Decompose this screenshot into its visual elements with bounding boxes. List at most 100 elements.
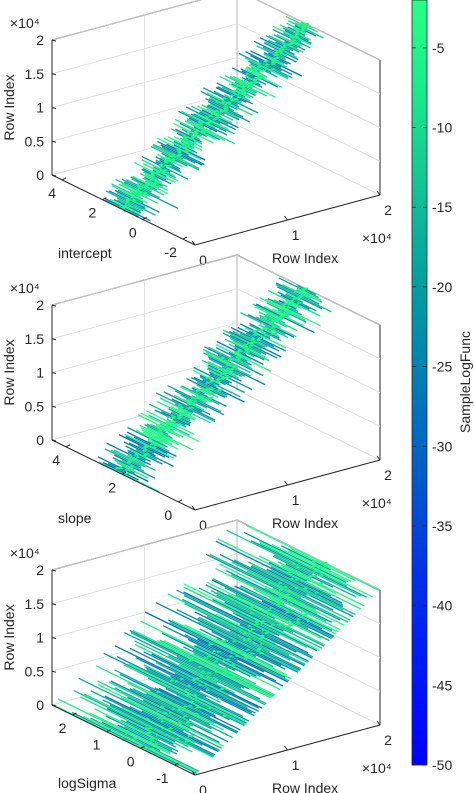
waterfall-line [262, 46, 286, 59]
z-tick-label: 0 [36, 697, 44, 713]
waterfall-line [197, 617, 302, 670]
waterfall-line [155, 602, 299, 673]
z-tick-label: 0.5 [25, 398, 45, 414]
waterfall-line [167, 593, 308, 663]
waterfall-line [245, 524, 380, 592]
waterfall-line [112, 457, 156, 479]
waterfall-line [98, 461, 160, 493]
waterfall-line [71, 711, 197, 774]
waterfall-line [143, 699, 229, 743]
waterfall-line [248, 561, 356, 616]
waterfall-line [110, 680, 190, 721]
waterfall-line [191, 395, 206, 404]
waterfall-peak [209, 392, 216, 396]
waterfall-lines [52, 524, 380, 774]
waterfall-line [276, 34, 301, 47]
waterfall-line [231, 67, 267, 85]
waterfall-line [268, 39, 291, 52]
waterfall-line [57, 698, 171, 755]
waterfall-line [252, 303, 284, 320]
waterfall-line [253, 40, 297, 63]
colorbar-tick-label: -35 [432, 518, 452, 534]
z-tick-label: 2 [36, 562, 44, 578]
waterfall-line [229, 330, 282, 358]
waterfall-line [132, 629, 271, 699]
waterfall-line [204, 346, 264, 377]
waterfall-line [124, 181, 179, 209]
waterfall-line [132, 175, 169, 195]
waterfall-line [186, 118, 205, 128]
waterfall-line [183, 586, 307, 648]
waterfall-line [211, 631, 282, 667]
waterfall-line [240, 585, 333, 632]
waterfall-line [259, 542, 348, 587]
waterfall-line [167, 619, 286, 678]
z-tick-label: 0 [36, 167, 44, 183]
waterfall-line [129, 706, 220, 752]
waterfall-line [97, 683, 225, 747]
waterfall-line [234, 81, 257, 94]
waterfall-line [294, 25, 317, 37]
waterfall-line [193, 126, 220, 141]
waterfall-line [156, 400, 196, 421]
waterfall-peak [321, 561, 328, 565]
waterfall-line [205, 553, 341, 621]
waterfall-line [176, 695, 215, 715]
x-tick-label: 0 [199, 517, 207, 533]
waterfall-line [120, 696, 190, 732]
waterfall-line [250, 50, 303, 77]
waterfall-line [149, 403, 191, 425]
waterfall-line [183, 583, 320, 651]
z-tick-mark [51, 39, 57, 42]
waterfall-line [216, 591, 326, 646]
waterfall-line [159, 397, 211, 424]
waterfall-line [180, 141, 195, 149]
waterfall-line [275, 283, 332, 313]
waterfall-line [94, 708, 159, 741]
z-tick-mark [51, 704, 57, 707]
waterfall-line [249, 322, 280, 339]
waterfall-line [250, 55, 282, 72]
waterfall-line [185, 106, 221, 124]
waterfall-line [188, 117, 218, 133]
x-tick-label: 0 [199, 252, 207, 268]
waterfall-line [208, 346, 253, 370]
waterfall-line [117, 189, 144, 204]
y-tick-label: 2 [108, 479, 116, 495]
waterfall-line [182, 598, 309, 662]
z-tick-mark [51, 372, 57, 374]
z-tick-mark [51, 439, 57, 442]
x-axis-label: Row Index [272, 515, 338, 531]
waterfall-line [266, 313, 286, 324]
waterfall-line [217, 538, 362, 610]
waterfall-line [124, 433, 174, 459]
waterfall-line [230, 326, 280, 352]
waterfall-peak [205, 376, 212, 380]
waterfall-line [90, 717, 200, 772]
waterfall-line [152, 169, 167, 178]
waterfall-line [198, 587, 323, 649]
waterfall-peak [241, 91, 248, 95]
y-axis-line [51, 439, 196, 511]
waterfall-line [192, 649, 236, 672]
waterfall-line [230, 355, 249, 366]
waterfall-line [281, 564, 365, 607]
waterfall-peak [297, 301, 304, 304]
waterfall-line [110, 449, 146, 468]
colorbar-tick-label: -50 [432, 757, 452, 773]
y-tick-label: 4 [52, 452, 60, 468]
colorbar-tick-label: -15 [432, 199, 452, 215]
waterfall-line [208, 98, 235, 112]
waterfall-line [158, 687, 217, 717]
waterfall-line [278, 299, 297, 310]
y-tick-label: -2 [164, 244, 177, 260]
waterfall-line [124, 726, 173, 751]
waterfall-line [134, 643, 235, 694]
waterfall-line [245, 51, 293, 75]
waterfall-line [104, 198, 151, 222]
waterfall-line [270, 569, 344, 606]
waterfall-line [201, 109, 239, 129]
waterfall-line [170, 665, 229, 696]
